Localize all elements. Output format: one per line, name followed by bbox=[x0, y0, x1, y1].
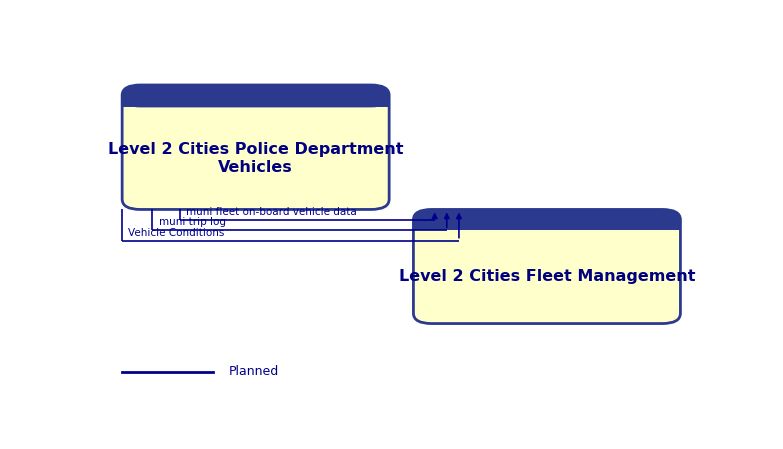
Bar bbox=[122, 96, 389, 107]
FancyBboxPatch shape bbox=[122, 85, 389, 107]
Text: Vehicle Conditions: Vehicle Conditions bbox=[128, 228, 225, 238]
Text: Planned: Planned bbox=[229, 365, 279, 379]
FancyBboxPatch shape bbox=[122, 85, 389, 209]
Text: muni trip log: muni trip log bbox=[158, 217, 226, 228]
Text: Level 2 Cities Fleet Management: Level 2 Cities Fleet Management bbox=[399, 269, 695, 284]
FancyBboxPatch shape bbox=[413, 209, 680, 324]
Text: Level 2 Cities Police Department
Vehicles: Level 2 Cities Police Department Vehicle… bbox=[108, 142, 403, 175]
Bar bbox=[413, 220, 680, 230]
FancyBboxPatch shape bbox=[413, 209, 680, 230]
Text: muni fleet on-board vehicle data: muni fleet on-board vehicle data bbox=[186, 207, 356, 217]
